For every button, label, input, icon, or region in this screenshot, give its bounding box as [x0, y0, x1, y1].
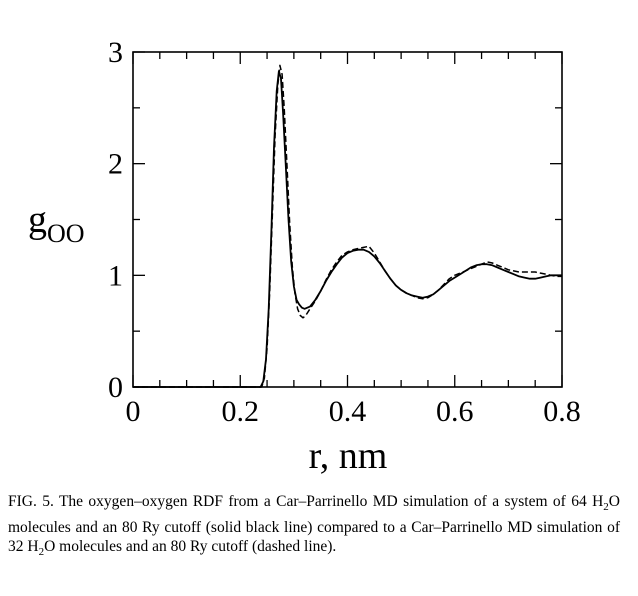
y-tick-label: 0	[108, 371, 123, 404]
y-tick-label: 3	[108, 36, 123, 69]
series-group	[133, 64, 562, 388]
x-tick-label: 0	[126, 395, 141, 428]
x-tick-label: 0.2	[222, 395, 260, 428]
x-tick-label: 0.8	[543, 395, 581, 428]
x-tick-label: 0.4	[329, 395, 367, 428]
x-tick-label: 0.6	[436, 395, 474, 428]
figure-caption: FIG. 5. The oxygen–oxygen RDF from a Car…	[8, 493, 620, 559]
y-axis-ticks: 0 1 2 3	[108, 36, 562, 404]
y-axis-label: gOO	[28, 199, 85, 248]
plot-frame	[132, 51, 563, 388]
y-tick-label: 1	[108, 259, 123, 292]
x-axis-ticks: 0 0.2 0.4 0.6 0.8	[126, 52, 581, 428]
series-line-solid	[133, 70, 562, 388]
x-axis-label: r, nm	[309, 435, 388, 477]
y-tick-label: 2	[108, 148, 123, 181]
rdf-chart: 0 1 2 3 0 0.2 0.4 0.6 0.8 gOO r, nm	[28, 36, 581, 477]
series-line-dashed	[133, 64, 562, 388]
